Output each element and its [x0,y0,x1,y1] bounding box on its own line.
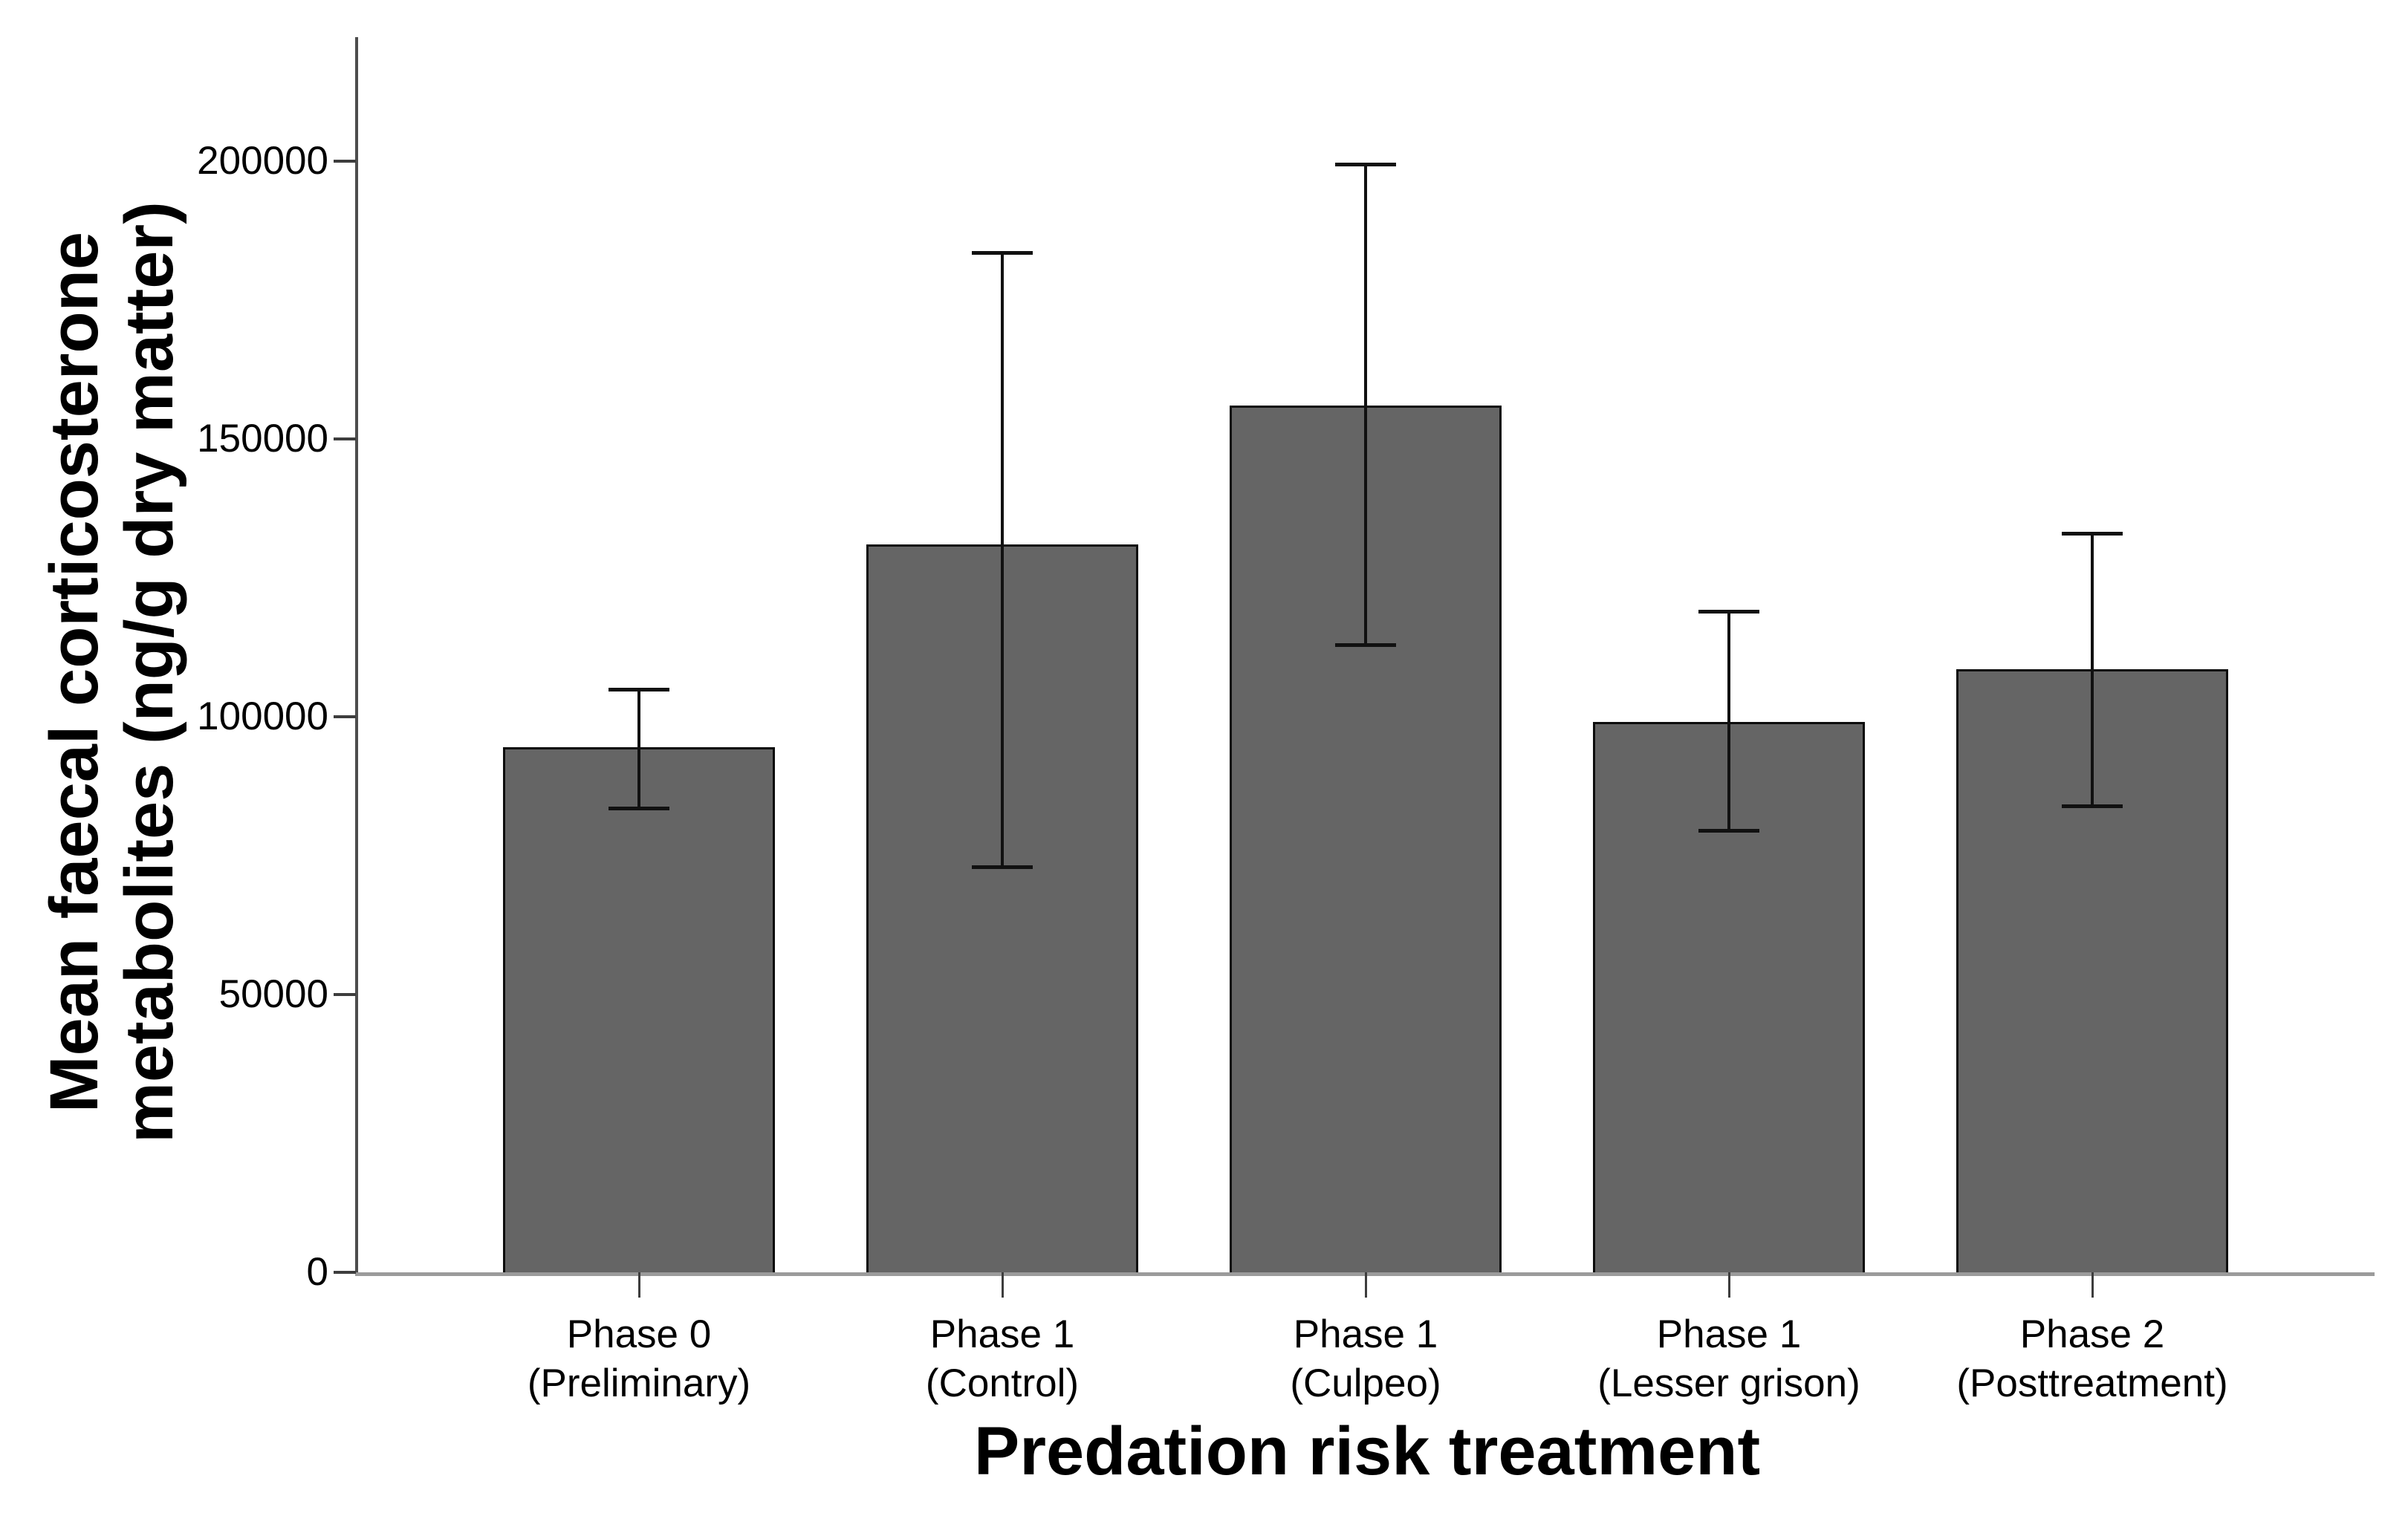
y-axis-tick [334,1271,356,1274]
error-bar-line [1727,611,1730,831]
error-bar-line [1001,253,1004,867]
x-axis-title: Predation risk treatment [973,1413,1761,1489]
y-tick-label: 50000 [218,972,328,1016]
x-tick-label-line: (Posttreatment) [1956,1361,2228,1405]
x-tick-label: Phase 1 (Control) [765,1310,1240,1408]
x-tick-label: Phase 1 (Culpeo) [1128,1310,1603,1408]
x-axis-tick [637,1272,640,1298]
y-tick-label: 0 [306,1250,328,1294]
x-tick-label-line: (Control) [925,1361,1080,1405]
x-axis-tick [1001,1272,1004,1298]
error-bar-line [637,689,640,809]
x-tick-label: Phase 2 (Posttreatment) [1854,1310,2330,1408]
error-bar-cap-bottom [2062,804,2123,808]
x-axis-tick [2091,1272,2094,1298]
x-tick-label-line: (Lesser grison) [1597,1361,1860,1405]
y-tick-label: 200000 [197,139,328,183]
x-axis-tick [1727,1272,1730,1298]
y-tick-label: 150000 [197,417,328,461]
y-tick-label: 100000 [197,694,328,738]
error-bar-cap-top [609,687,669,691]
x-tick-label-line: (Culpeo) [1290,1361,1441,1405]
y-axis-tick [334,715,356,718]
error-bar-line [2091,533,2094,806]
error-bar-line [1364,163,1367,645]
error-bar-cap-bottom [1335,642,1396,647]
y-axis-tick [334,437,356,440]
bar [503,747,775,1272]
x-tick-label-line: Phase 1 [929,1312,1075,1356]
y-axis-title: Mean faecal corticosterone metabolites (n… [36,74,193,1270]
x-tick-label-line: (Preliminary) [527,1361,751,1405]
error-bar-cap-top [1698,609,1759,614]
x-tick-label-line: Phase 0 [566,1312,712,1356]
error-bar-cap-top [972,251,1033,256]
x-tick-label: Phase 1 (Lesser grison) [1491,1310,1967,1408]
x-tick-label-line: Phase 2 [2019,1312,2165,1356]
x-axis-tick [1364,1272,1367,1298]
error-bar-cap-bottom [1698,829,1759,833]
error-bar-cap-bottom [609,807,669,811]
y-axis-tick [334,993,356,996]
x-tick-label-line: Phase 1 [1656,1312,1802,1356]
y-axis-tick [334,160,356,163]
error-bar-cap-bottom [972,865,1033,869]
x-tick-label: Phase 0 (Preliminary) [401,1310,877,1408]
x-tick-label-line: Phase 1 [1293,1312,1438,1356]
y-axis-line [355,37,358,1275]
error-bar-cap-top [2062,532,2123,536]
error-bar-cap-top [1335,162,1396,166]
